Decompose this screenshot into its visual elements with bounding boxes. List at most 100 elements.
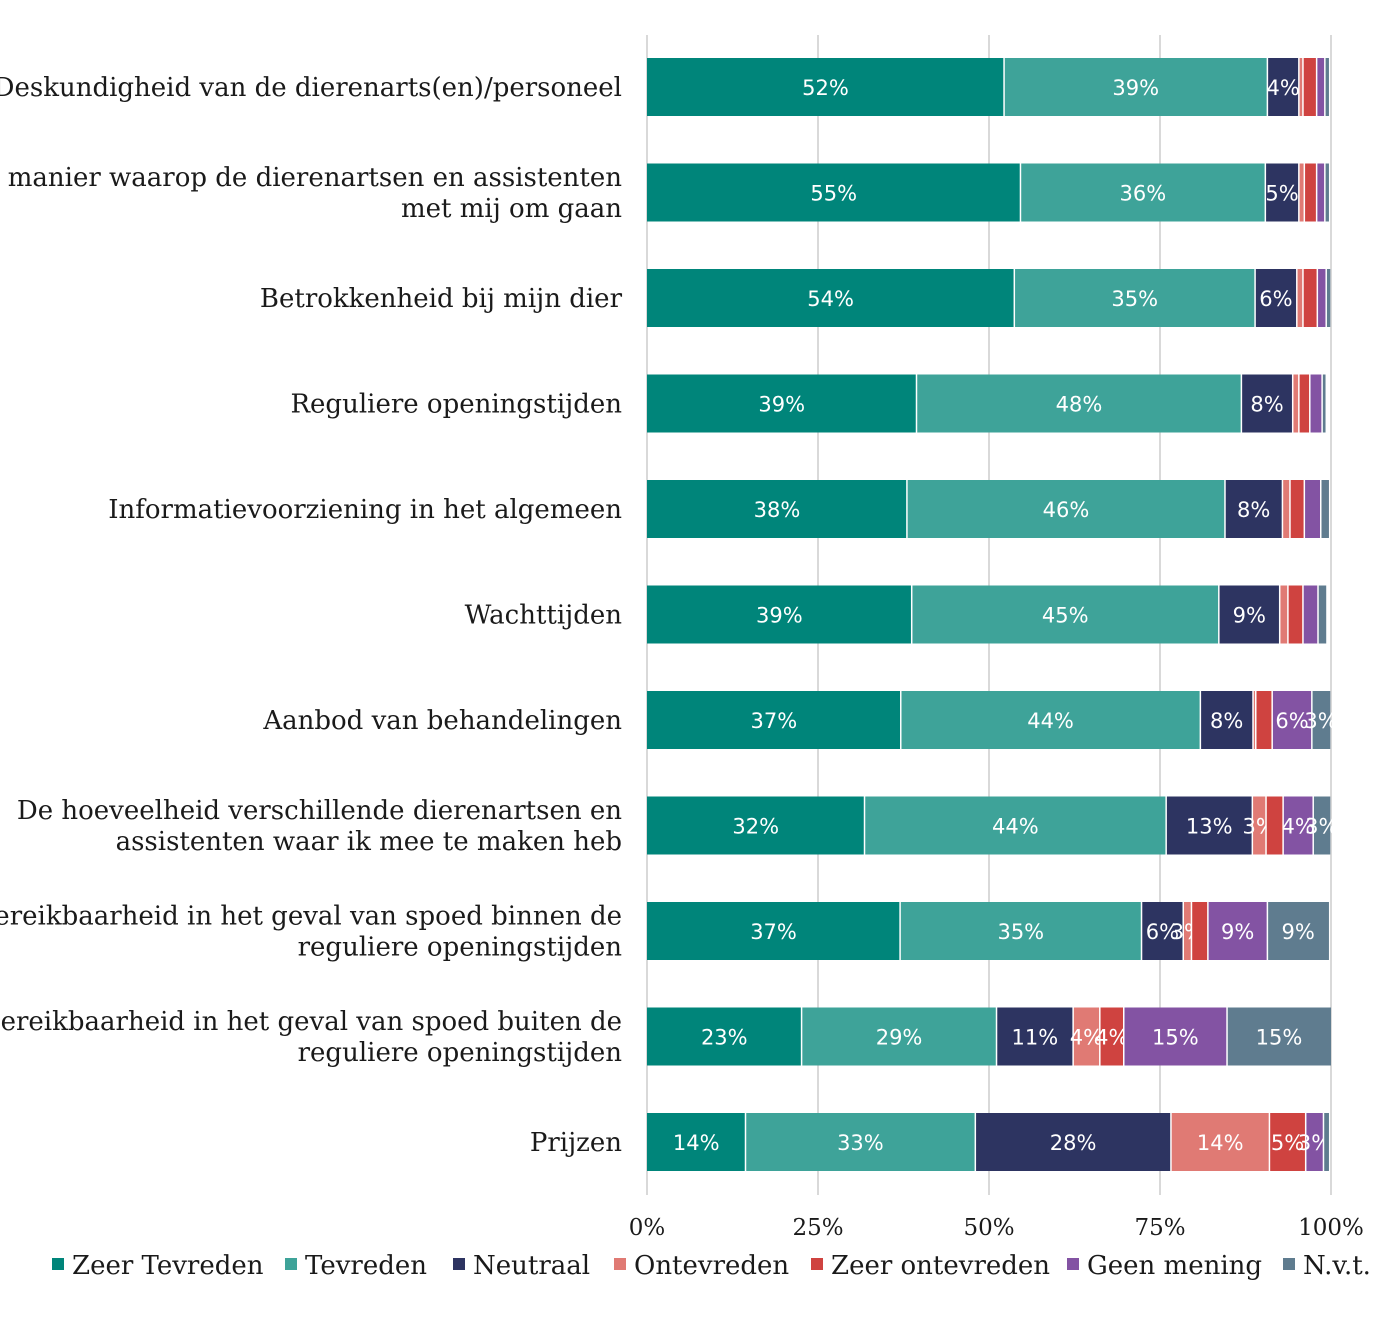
bar-segment — [1272, 691, 1312, 749]
data-label: 8% — [1237, 498, 1270, 522]
data-label: 3% — [1304, 709, 1337, 733]
bar-segment — [647, 1113, 746, 1171]
x-tick-label: 50% — [963, 1215, 1014, 1241]
data-label: 37% — [750, 920, 797, 944]
bar-segment — [1255, 691, 1273, 749]
bar-segment — [1200, 691, 1254, 749]
legend-label: N.v.t. — [1303, 1251, 1371, 1281]
data-label: 14% — [673, 1131, 720, 1155]
category-label: Bereikbaarheid in het geval van spoed bi… — [0, 902, 622, 963]
bar-segment — [1304, 163, 1317, 222]
bar-segment — [1253, 691, 1256, 749]
bar-segment — [1324, 58, 1329, 116]
data-label: 55% — [810, 182, 857, 206]
bar-segment — [1183, 902, 1192, 960]
legend-swatch — [52, 1258, 64, 1270]
category-labels: Deskundigheid van de dierenarts(en)/pers… — [0, 73, 623, 1158]
legend-label: Zeer ontevreden — [831, 1251, 1050, 1281]
bar-segment — [647, 796, 865, 855]
bar-segment — [1298, 374, 1310, 433]
category-label: Informatievoorziening in het algemeen — [108, 495, 622, 525]
category-label: Betrokkenheid bij mijn dier — [260, 284, 623, 314]
data-label: 4% — [1266, 76, 1299, 100]
data-label: 9% — [1221, 920, 1254, 944]
bar-segment — [647, 480, 907, 538]
bar-segment — [1267, 58, 1299, 116]
data-label: 39% — [756, 604, 803, 628]
bar-segment — [1318, 585, 1327, 644]
bar-segment — [1283, 796, 1314, 855]
bar-segment — [1073, 1007, 1100, 1066]
bar-segment — [900, 691, 1201, 749]
data-label: 36% — [1120, 182, 1167, 206]
bar-segment — [1141, 902, 1184, 960]
data-label: 6% — [1275, 709, 1308, 733]
data-label: 9% — [1233, 604, 1266, 628]
bar-segment — [996, 1007, 1074, 1066]
bar-segment — [1267, 902, 1329, 960]
bar-segment — [1302, 58, 1317, 116]
bar-segment — [1279, 585, 1288, 644]
data-label: 39% — [758, 393, 805, 417]
bar-segment — [647, 374, 917, 433]
data-label: 29% — [876, 1026, 923, 1050]
bar-segment — [647, 163, 1021, 222]
bar-segment — [1227, 1007, 1331, 1066]
category-label: De hoeveelheid verschillende dierenartse… — [17, 796, 622, 857]
legend-swatch — [1283, 1258, 1295, 1270]
category-label: Bereikbaarheid in het geval van spoed bu… — [0, 1007, 622, 1068]
legend-label: Neutraal — [473, 1251, 590, 1281]
bar-segment — [1298, 163, 1305, 222]
data-label: 35% — [997, 920, 1044, 944]
bar-segment — [1289, 480, 1305, 538]
category-label: Prijzen — [530, 1128, 622, 1158]
bar-segment — [647, 585, 912, 644]
data-label: 33% — [837, 1131, 884, 1155]
legend-swatch — [811, 1258, 823, 1270]
legend-swatch — [1067, 1258, 1079, 1270]
data-label: 32% — [732, 815, 779, 839]
legend-label: Tevreden — [305, 1251, 427, 1281]
bar-segment — [1324, 163, 1329, 222]
bar-segment — [1099, 1007, 1124, 1066]
bar-segment — [1320, 480, 1329, 538]
bar-segment — [1296, 269, 1303, 327]
bar-segment — [1316, 163, 1325, 222]
bar-segment — [1218, 585, 1280, 644]
bar-segment — [1317, 269, 1327, 327]
data-label: 3% — [1305, 815, 1338, 839]
x-axis-ticks: 0% 25% 50% 75% 100% — [629, 1215, 1364, 1241]
data-label: 46% — [1043, 498, 1090, 522]
bar-segment — [801, 1007, 997, 1066]
category-label: De manier waarop de dierenartsen en assi… — [0, 163, 622, 224]
bar-segment — [1305, 1113, 1324, 1171]
data-label: 45% — [1042, 604, 1089, 628]
data-label: 4% — [1095, 1026, 1128, 1050]
bar-segment — [975, 1113, 1171, 1171]
x-tick-label: 100% — [1298, 1215, 1364, 1241]
bar-segment — [1292, 374, 1299, 433]
bar-segment — [1323, 1113, 1329, 1171]
bar-segment — [647, 269, 1015, 327]
bar-segment — [864, 796, 1167, 855]
bar-segment — [647, 691, 901, 749]
bar-segment — [1014, 269, 1256, 327]
bar-segment — [1302, 585, 1319, 644]
bar-segment — [1309, 374, 1323, 433]
data-label: 14% — [1197, 1131, 1244, 1155]
bar-segment — [1123, 1007, 1228, 1066]
data-label: 39% — [1112, 76, 1159, 100]
data-label: 11% — [1011, 1026, 1058, 1050]
data-label: 52% — [802, 76, 849, 100]
data-label: 4% — [1070, 1026, 1103, 1050]
data-label: 48% — [1056, 393, 1103, 417]
bar-segment — [647, 1007, 802, 1066]
bars: 52% 39% 4% 55% 36% 5% 54% 35% 6% 39% 48% 8% 38% 46% 8%… — [647, 58, 1338, 1171]
data-label: 15% — [1256, 1026, 1303, 1050]
bar-segment — [1166, 796, 1253, 855]
bar-segment — [1322, 374, 1326, 433]
bar-segment — [1302, 269, 1318, 327]
bar-segment — [1326, 269, 1331, 327]
legend-swatch — [614, 1258, 626, 1270]
bar-segment — [906, 480, 1225, 538]
